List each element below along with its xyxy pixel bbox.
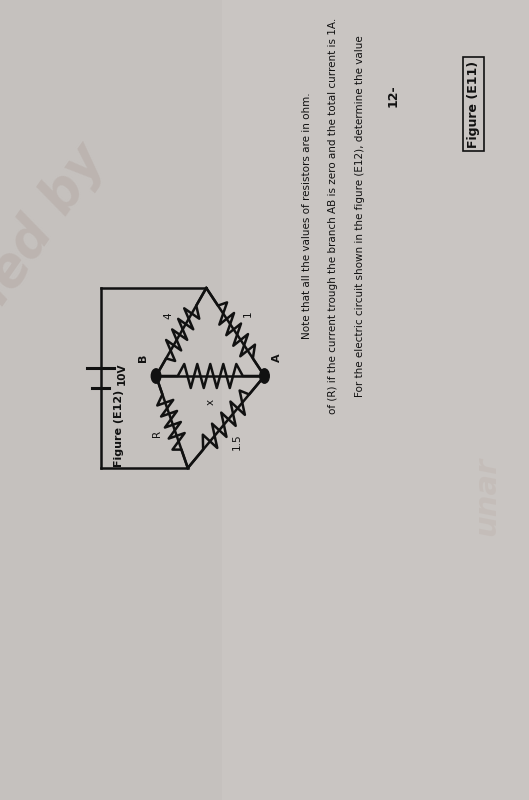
Text: 1.5: 1.5 [232,434,242,450]
Bar [222,0,529,800]
Text: Figure (E12): Figure (E12) [114,390,124,466]
Text: unar: unar [472,457,501,535]
Text: R: R [152,430,162,438]
Text: For the electric circuit shown in the figure (E12), determine the value: For the electric circuit shown in the fi… [355,35,364,397]
Text: 12-: 12- [386,85,399,107]
Text: ied by: ied by [0,134,116,314]
Circle shape [260,369,269,383]
Text: 4: 4 [163,312,174,318]
Text: Note that all the values of resistors are in ohm.: Note that all the values of resistors ar… [302,93,312,339]
Text: 1: 1 [242,310,252,318]
Text: A: A [272,353,282,362]
Text: 10V: 10V [116,362,126,386]
Text: x: x [205,398,215,405]
Text: of (R) if the current trough the branch AB is zero and the total current is 1A.: of (R) if the current trough the branch … [329,18,338,414]
Circle shape [151,369,161,383]
Text: B: B [138,354,148,362]
Text: Figure (E11): Figure (E11) [467,61,480,147]
